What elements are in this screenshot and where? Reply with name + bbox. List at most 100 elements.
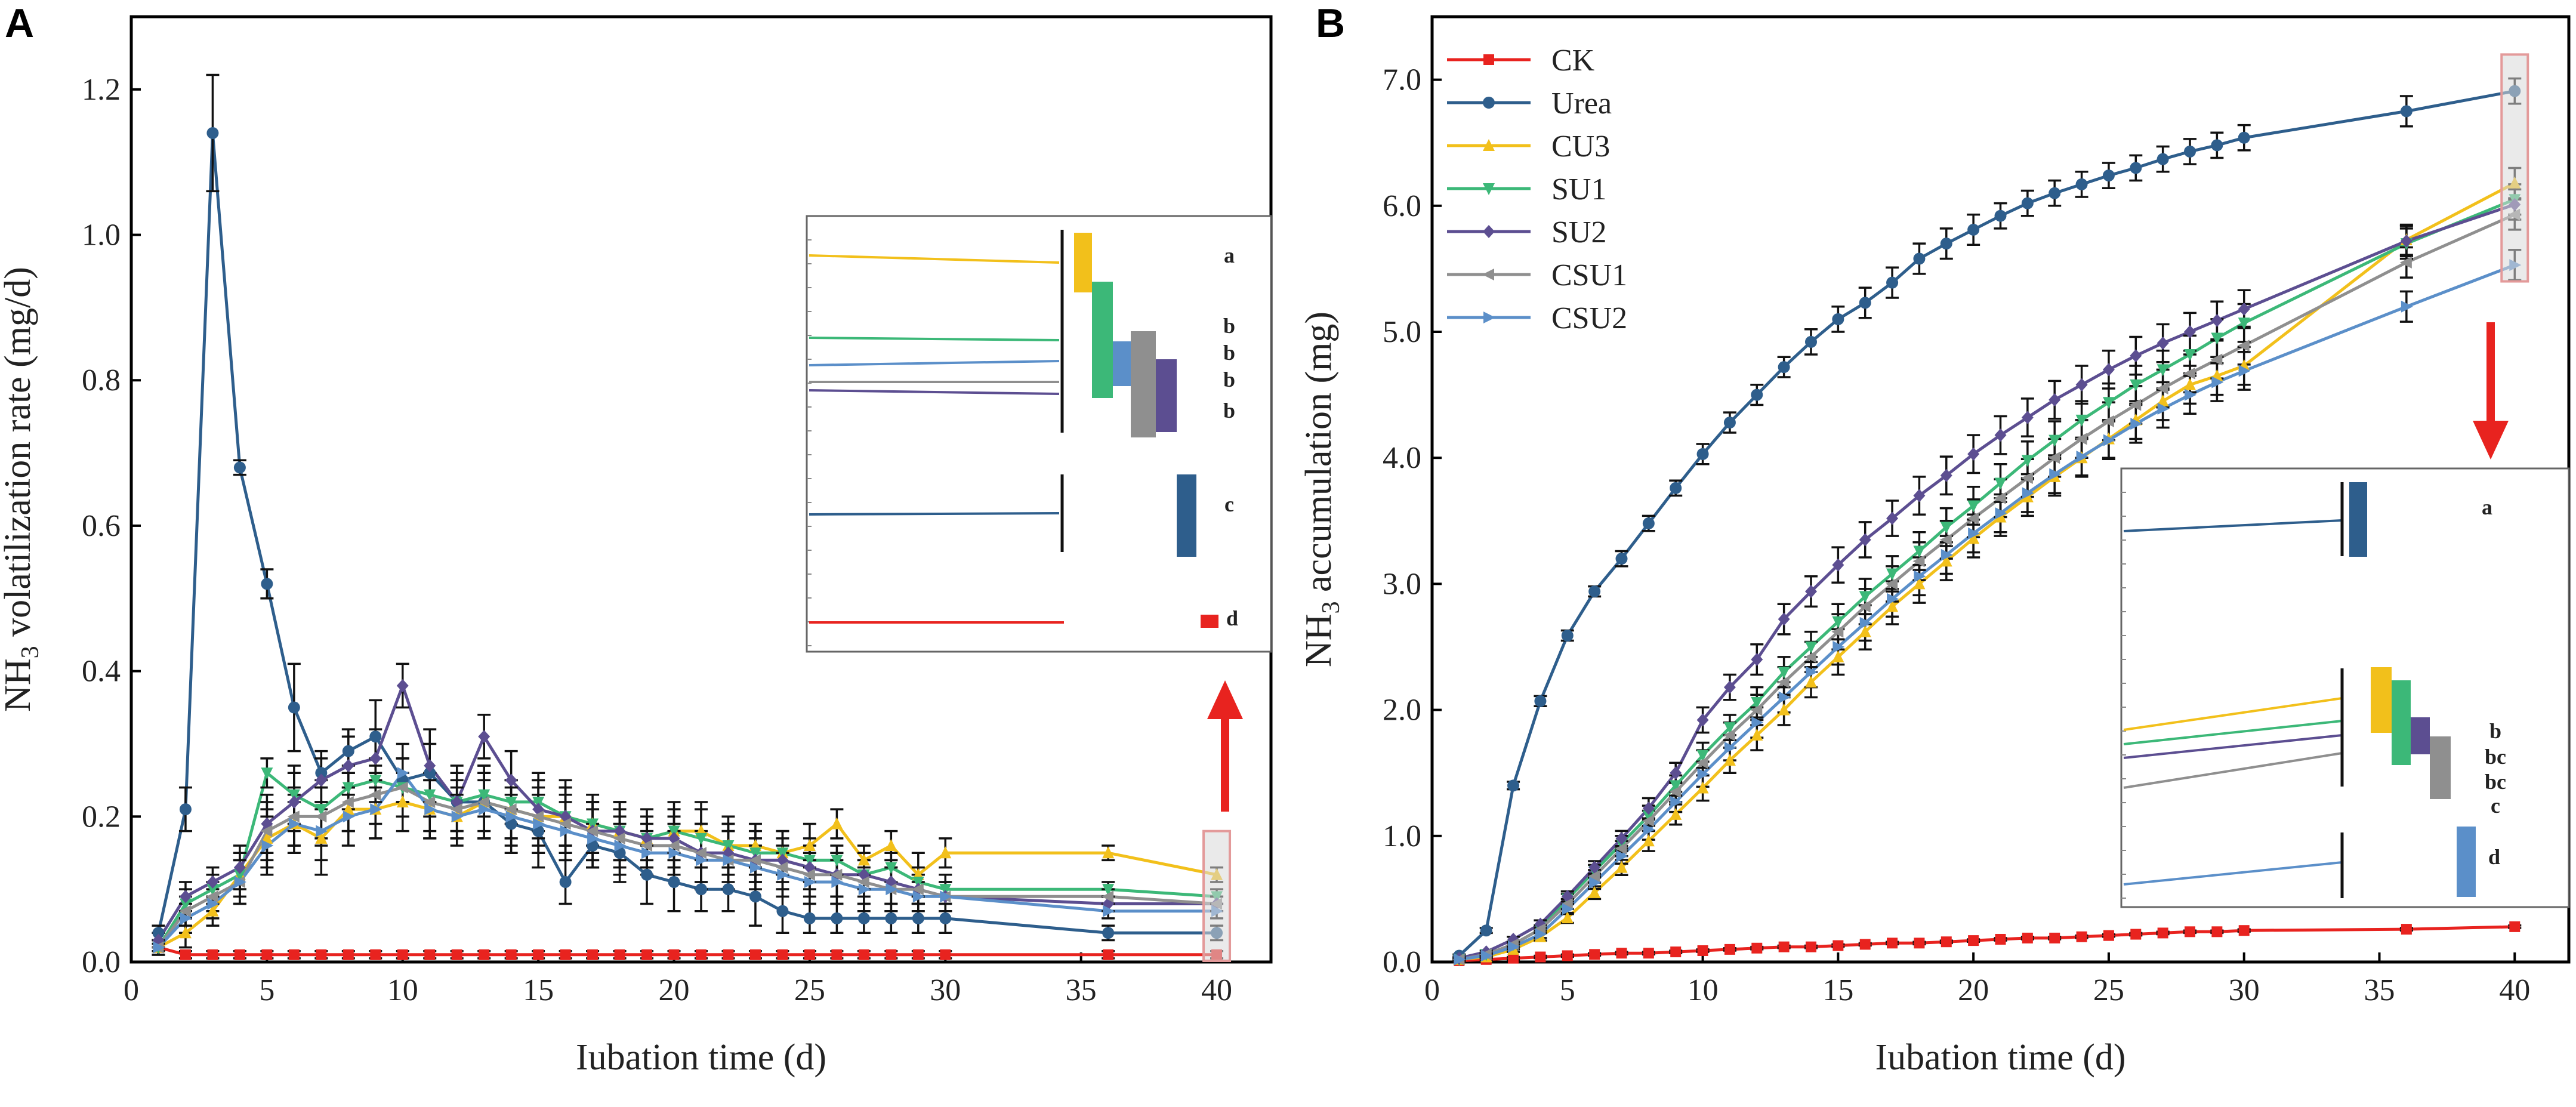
b-point-csu1: [1831, 625, 1844, 638]
b-legend-marker-su2: [1483, 225, 1495, 238]
b-point-csu2: [1941, 548, 1953, 561]
b-point-su2: [1615, 832, 1628, 846]
a-point-ck: [343, 949, 354, 960]
b-point-ck: [1697, 945, 1708, 956]
b-legend-label-csu2: CSU2: [1551, 301, 1627, 335]
b-y-tick-label: 1.0: [1383, 819, 1421, 853]
a-point-urea: [641, 868, 653, 881]
a-point-urea: [206, 127, 219, 139]
a-point-su1: [424, 789, 436, 801]
b-point-csu1: [2129, 399, 2142, 411]
b-point-cu3: [1778, 703, 1790, 716]
b-point-csu2: [1643, 824, 1655, 836]
a-inset-bar-csu2: [1113, 341, 1131, 386]
a-point-cu3: [206, 904, 219, 917]
b-point-csu1: [1750, 704, 1763, 716]
b-inset-letter-su2: bc: [2485, 770, 2506, 794]
a-point-cu3: [939, 846, 952, 859]
a-arrow-head: [1207, 680, 1243, 719]
b-legend-item-csu2: CSU2: [1447, 301, 1627, 335]
b-point-ck: [1806, 941, 1816, 952]
b-legend-item-ck: CK: [1447, 44, 1595, 78]
b-inset-bar-cu3: [2371, 667, 2392, 733]
a-point-csu2: [479, 803, 491, 816]
a-point-urea: [288, 701, 300, 714]
b-point-ck: [2130, 929, 2142, 940]
b-point-ck: [2238, 925, 2250, 936]
a-point-ck: [261, 949, 273, 960]
a-y-axis-title-rest: volatilization rate (mg/d): [0, 267, 38, 646]
a-point-csu2: [696, 854, 708, 867]
b-point-urea: [1561, 629, 1574, 642]
b-point-csu2: [1508, 941, 1520, 953]
b-point-ck: [1968, 935, 1979, 946]
a-point-su2: [478, 730, 490, 744]
b-point-cu3: [1967, 532, 1980, 544]
a-point-csu1: [803, 868, 815, 881]
b-point-cu3: [1940, 554, 1952, 567]
b-point-csu2: [1806, 666, 1818, 679]
b-point-ck: [2022, 932, 2033, 943]
b-y-tick-label: 7.0: [1383, 63, 1421, 97]
b-point-su2: [1805, 585, 1817, 599]
b-point-ck: [1832, 940, 1844, 951]
b-legend-item-su2: SU2: [1447, 215, 1606, 249]
a-point-su1: [668, 825, 680, 838]
b-point-cu3: [1859, 625, 1871, 637]
a-inset-letter-urea: c: [1224, 492, 1234, 516]
b-point-cu3: [1886, 600, 1899, 612]
b-point-csu1: [2156, 383, 2168, 395]
b-point-urea: [2400, 105, 2413, 118]
a-point-ck: [397, 949, 408, 960]
a-point-urea: [885, 912, 897, 924]
b-point-su2: [2049, 393, 2061, 407]
a-point-ck: [912, 949, 924, 960]
b-point-urea: [1507, 779, 1520, 792]
a-point-ck: [940, 949, 951, 960]
a-y-axis-title-main: NH: [0, 658, 38, 712]
b-legend-item-su1: SU1: [1447, 172, 1606, 206]
a-point-urea: [749, 890, 761, 903]
b-point-csu1: [1967, 512, 1979, 525]
a-x-tick-label: 5: [259, 973, 274, 1007]
b-point-su2: [2130, 349, 2142, 363]
a-point-csu1: [748, 854, 761, 867]
b-point-su2: [1588, 861, 1601, 874]
b-point-csu2: [1778, 691, 1791, 704]
b-point-csu1: [1696, 757, 1708, 769]
a-point-urea: [342, 745, 354, 757]
b-point-su2: [2021, 411, 2034, 424]
b-point-csu2: [1887, 593, 1899, 605]
b-legend-label-su2: SU2: [1551, 215, 1606, 249]
panel-a-axes: 0 5 10 15 20 25 30 35 40 0.0 0.2 0.4 0.6 0.8 1.0 1.2 Iub…: [0, 73, 1232, 1078]
b-point-ck: [2103, 930, 2114, 941]
b-point-su2: [1859, 533, 1871, 547]
b-point-su1: [2184, 349, 2196, 362]
panel-b-letter: B: [1316, 1, 1345, 46]
a-point-urea: [369, 730, 382, 743]
b-legend-item-cu3: CU3: [1447, 129, 1610, 164]
panel-a-series: [152, 73, 1232, 962]
panel-b-series: [1452, 53, 2529, 966]
b-point-csu1: [1858, 600, 1871, 613]
b-point-csu1: [1994, 492, 2006, 504]
a-x-tick-label: 30: [930, 973, 961, 1007]
b-point-urea: [2157, 153, 2169, 165]
a-point-urea: [152, 927, 165, 939]
a-point-su1: [1102, 884, 1115, 896]
b-point-csu1: [2102, 415, 2114, 427]
b-point-cu3: [2157, 394, 2169, 407]
b-point-su1: [1778, 667, 1790, 679]
b-point-csu2: [2211, 376, 2224, 388]
a-inset-letter-csu1: b: [1223, 368, 1235, 391]
a-point-su2: [288, 795, 300, 809]
b-point-ck: [1724, 943, 1735, 955]
b-point-su1: [2021, 455, 2034, 467]
b-point-ck: [1643, 948, 1654, 959]
a-point-csu2: [234, 875, 246, 888]
b-point-su2: [2400, 234, 2413, 248]
b-point-ck: [1562, 950, 1573, 961]
a-point-cu3: [342, 803, 354, 815]
